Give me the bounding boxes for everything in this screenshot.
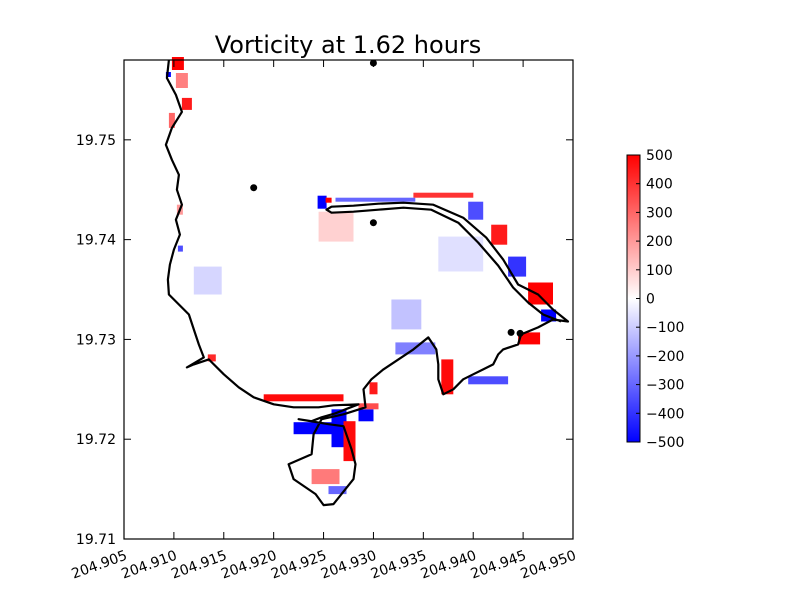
- vorticity-cell: [441, 359, 454, 395]
- colorbar-tick-label: 0: [646, 292, 655, 308]
- vorticity-cell: [508, 256, 527, 277]
- colorbar-tick-label: 100: [646, 263, 673, 279]
- x-tick-label: 204.930: [319, 548, 379, 583]
- colorbar: 500 400 300 200 100 0 −100 −200 −300 −400 −500: [626, 148, 684, 451]
- plot-area: [123, 57, 574, 540]
- vorticity-cell: [528, 282, 553, 305]
- vorticity-cell: [391, 299, 422, 330]
- vorticity-cell: [358, 403, 379, 410]
- colorbar-tick-label: −300: [646, 378, 684, 394]
- vorticity-cell: [175, 73, 188, 88]
- x-tick-label: 204.940: [419, 548, 479, 583]
- colorbar-tick-label: −400: [646, 406, 684, 422]
- vorticity-cell: [263, 394, 344, 402]
- gauge-marker: [369, 219, 377, 227]
- colorbar-tick-label: −100: [646, 320, 684, 336]
- x-tick-label: 204.915: [169, 548, 229, 583]
- shoreline: [164, 59, 570, 507]
- y-tick-label: 19.73: [76, 332, 116, 348]
- vorticity-cell: [328, 486, 347, 495]
- vorticity-cell: [311, 469, 340, 485]
- plot-background: [124, 60, 573, 539]
- x-tick-label: 204.935: [369, 548, 429, 583]
- vorticity-cell: [317, 195, 327, 209]
- vorticity-cell: [181, 97, 192, 110]
- shoreline-layer: [164, 59, 570, 507]
- vorticity-cell: [468, 376, 509, 385]
- vorticity-cell: [438, 236, 484, 272]
- gauge-marker: [516, 329, 524, 337]
- vorticity-cell: [518, 332, 541, 345]
- vorticity-cell: [207, 354, 216, 362]
- x-tick-label: 204.925: [269, 548, 329, 583]
- x-tick-label: 204.920: [219, 548, 279, 583]
- colorbar-tick-label: 200: [646, 234, 673, 250]
- x-tick-label: 204.950: [518, 548, 578, 583]
- vorticity-cell: [413, 192, 474, 198]
- vorticity-cell: [468, 201, 484, 220]
- y-tick-label: 19.72: [76, 432, 116, 448]
- vorticity-cell: [358, 409, 374, 422]
- colorbar-tick-label: −200: [646, 349, 684, 365]
- colorbar-tick-label: 300: [646, 205, 673, 221]
- vorticity-cell: [193, 266, 222, 295]
- vorticity-cell: [491, 224, 508, 245]
- y-axis: 19.71 19.72 19.73 19.74 19.75: [76, 133, 573, 548]
- y-tick-label: 19.75: [76, 133, 116, 149]
- colorbar-ticks: 500 400 300 200 100 0 −100 −200 −300 −400 −500: [636, 148, 684, 451]
- vorticity-cell: [177, 245, 183, 252]
- colorbar-tick-label: −500: [646, 435, 684, 451]
- vorticity-cell: [165, 72, 171, 77]
- vorticity-cell: [335, 197, 416, 202]
- x-tick-label: 204.905: [69, 548, 129, 583]
- x-tick-label: 204.945: [469, 548, 529, 583]
- vorticity-cell: [318, 211, 354, 242]
- colorbar-tick-label: 400: [646, 177, 673, 193]
- gauge-marker: [507, 328, 515, 336]
- colorbar-tick-label: 500: [646, 148, 673, 164]
- vorticity-cell: [325, 197, 332, 203]
- vorticity-cell: [168, 112, 175, 128]
- x-tick-label: 204.910: [119, 548, 179, 583]
- vorticity-cell: [331, 409, 347, 448]
- gauge-layer: [250, 59, 524, 337]
- chart-title: Vorticity at 1.62 hours: [215, 31, 482, 59]
- y-tick-label: 19.74: [76, 233, 116, 249]
- vorticity-cell: [369, 382, 378, 395]
- y-tick-label: 19.71: [76, 532, 116, 548]
- plot-frame: [123, 59, 574, 540]
- gauge-marker: [250, 184, 258, 192]
